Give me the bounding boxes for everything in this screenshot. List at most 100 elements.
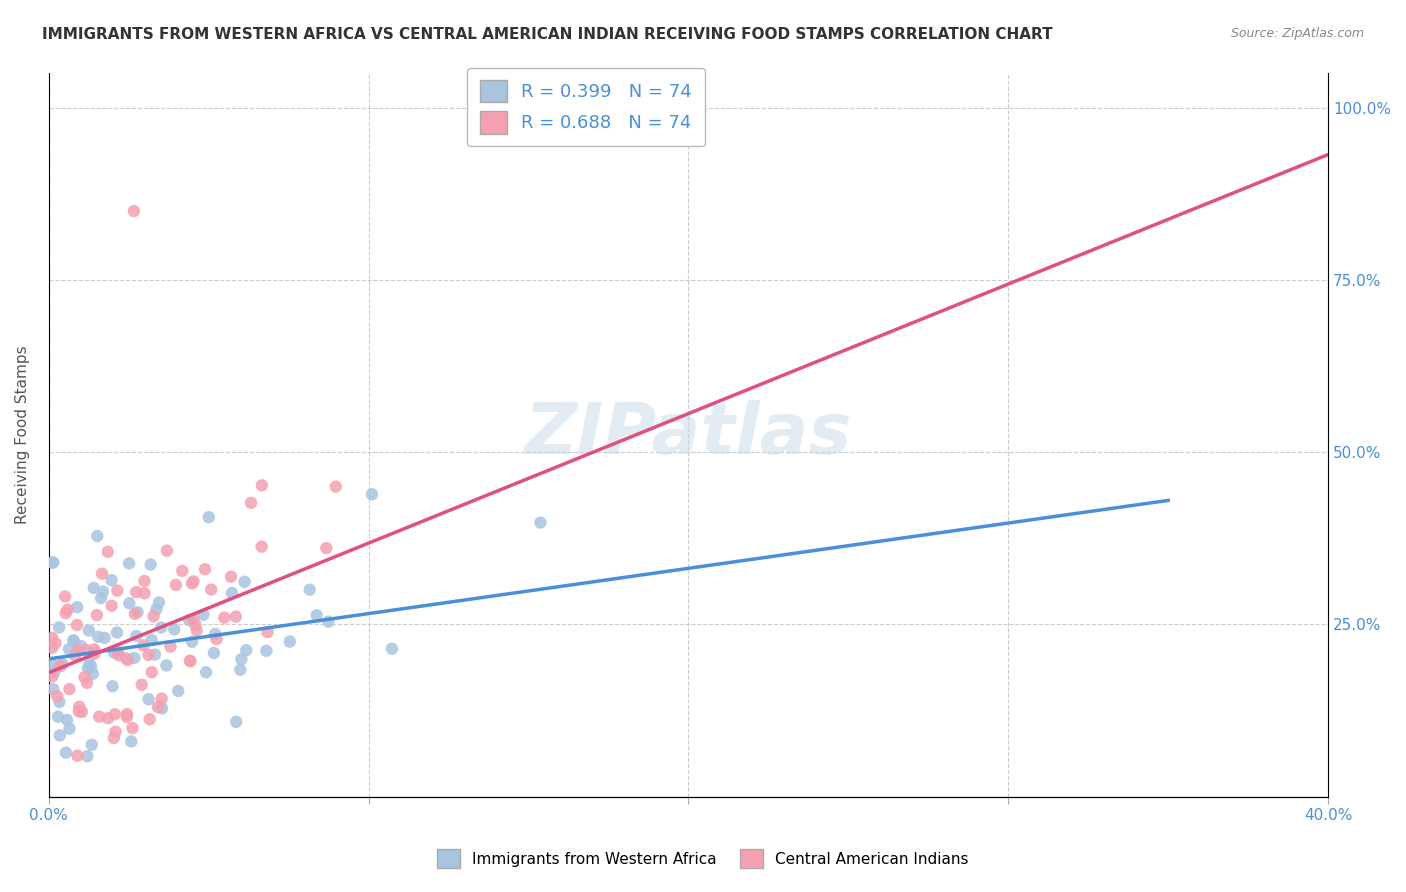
Point: [77, 624, 100, 638]
Point: [118, 596, 141, 610]
Point: [67, 643, 90, 657]
Point: [80, 738, 103, 752]
Point: [231, 652, 253, 666]
Point: [138, 712, 160, 726]
Point: [183, 574, 205, 589]
Point: [159, 640, 181, 654]
Point: [48, 728, 70, 742]
Point: [305, 608, 328, 623]
Point: [150, 701, 173, 715]
Point: [139, 558, 162, 572]
Point: [41, 657, 63, 672]
Point: [138, 648, 160, 662]
Point: [56, 713, 79, 727]
Point: [195, 665, 218, 680]
Point: [89, 709, 111, 723]
Point: [172, 564, 194, 578]
Point: [125, 585, 148, 599]
Point: [91, 584, 114, 599]
Point: [177, 613, 200, 627]
Point: [73, 670, 96, 684]
Point: [155, 658, 177, 673]
Point: [53, 590, 76, 604]
Point: [200, 582, 222, 597]
Point: [67, 705, 90, 719]
Point: [250, 540, 273, 554]
Point: [49, 659, 72, 673]
Point: [105, 583, 128, 598]
Point: [197, 510, 219, 524]
Point: [179, 654, 201, 668]
Point: [97, 711, 120, 725]
Point: [67, 699, 90, 714]
Point: [179, 654, 201, 668]
Point: [66, 748, 89, 763]
Point: [131, 678, 153, 692]
Text: ZIPatlas: ZIPatlas: [524, 401, 852, 469]
Point: [115, 710, 138, 724]
Point: [41, 631, 63, 645]
Text: IMMIGRANTS FROM WESTERN AFRICA VS CENTRAL AMERICAN INDIAN RECEIVING FOOD STAMPS : IMMIGRANTS FROM WESTERN AFRICA VS CENTRA…: [42, 27, 1053, 42]
Point: [100, 599, 122, 613]
Point: [90, 591, 112, 605]
Point: [48, 620, 70, 634]
Point: [42, 682, 65, 697]
Point: [202, 646, 225, 660]
Text: Source: ZipAtlas.com: Source: ZipAtlas.com: [1230, 27, 1364, 40]
Point: [44, 636, 66, 650]
Y-axis label: Receiving Food Stamps: Receiving Food Stamps: [15, 345, 30, 524]
Point: [70, 705, 93, 719]
Point: [103, 731, 125, 745]
Point: [86, 608, 108, 623]
Point: [63, 648, 86, 662]
Point: [193, 607, 215, 622]
Point: [225, 714, 247, 729]
Point: [46, 709, 69, 723]
Point: [56, 602, 79, 616]
Point: [86, 529, 108, 543]
Point: [181, 576, 204, 591]
Point: [204, 627, 226, 641]
Point: [107, 645, 129, 659]
Point: [221, 586, 243, 600]
Point: [361, 487, 384, 501]
Point: [122, 204, 145, 219]
Point: [146, 700, 169, 714]
Point: [70, 639, 93, 653]
Point: [132, 639, 155, 653]
Legend: Immigrants from Western Africa, Central American Indians: Immigrants from Western Africa, Central …: [430, 841, 976, 875]
Point: [225, 609, 247, 624]
Point: [100, 573, 122, 587]
Point: [58, 722, 80, 736]
Point: [82, 666, 104, 681]
Point: [58, 642, 80, 657]
Point: [318, 615, 340, 629]
Point: [124, 607, 146, 621]
Point: [83, 581, 105, 595]
Point: [46, 690, 69, 704]
Point: [233, 574, 256, 589]
Point: [124, 650, 146, 665]
Point: [298, 582, 321, 597]
Point: [325, 480, 347, 494]
Point: [205, 632, 228, 646]
Point: [120, 734, 142, 748]
Point: [117, 653, 139, 667]
Point: [93, 631, 115, 645]
Point: [235, 643, 257, 657]
Point: [97, 545, 120, 559]
Point: [163, 623, 186, 637]
Point: [42, 665, 65, 680]
Point: [165, 578, 187, 592]
Point: [181, 634, 204, 648]
Point: [91, 566, 114, 581]
Point: [148, 595, 170, 609]
Point: [127, 605, 149, 619]
Point: [66, 618, 89, 632]
Point: [51, 657, 73, 671]
Point: [181, 612, 204, 626]
Point: [145, 602, 167, 616]
Legend: R = 0.399   N = 74, R = 0.688   N = 74: R = 0.399 N = 74, R = 0.688 N = 74: [467, 68, 704, 146]
Point: [55, 746, 77, 760]
Point: [66, 600, 89, 615]
